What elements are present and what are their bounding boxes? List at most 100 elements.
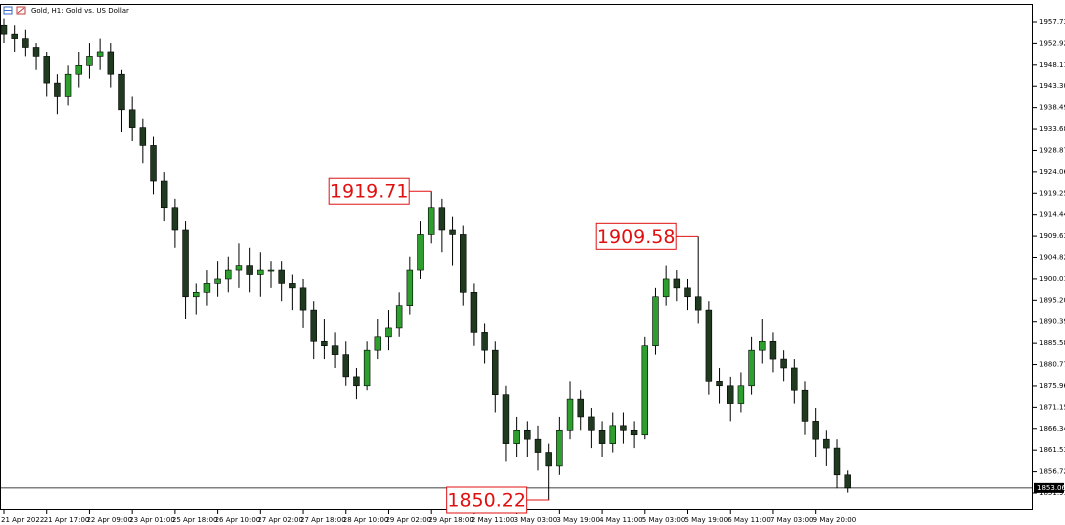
candle-body (459, 234, 467, 293)
candle (128, 96, 136, 141)
candle-body (246, 265, 253, 275)
candle (812, 408, 819, 457)
candle (641, 336, 649, 440)
candle-body (726, 385, 734, 404)
candle (609, 412, 616, 453)
candle (524, 421, 531, 457)
candle-body (86, 56, 93, 66)
candle-body (641, 345, 649, 436)
x-tick-label: 29 Apr 02:00 (385, 516, 431, 524)
candle-body (556, 429, 563, 467)
candle (299, 278, 307, 328)
candle (438, 198, 446, 253)
candle-body (363, 349, 371, 387)
candle (246, 247, 253, 293)
candle-body (182, 229, 189, 298)
y-tick-label: 1914.44 (1039, 211, 1065, 219)
candle-body (64, 73, 72, 97)
candle (737, 372, 745, 413)
candle-body (395, 305, 403, 329)
y-tick-label: 1933.68 (1039, 125, 1065, 133)
candle-body (673, 278, 681, 289)
candle (780, 350, 787, 382)
candle-body (652, 296, 659, 347)
x-tick-label: 22 Apr 09:00 (86, 516, 132, 524)
candle (54, 74, 61, 115)
candle-body (812, 421, 819, 440)
candle-body (833, 447, 841, 476)
x-tick-label: 5 May 19:00 (685, 516, 729, 524)
candle-body (481, 332, 488, 351)
candle-body (278, 269, 285, 284)
candle-body (737, 385, 745, 404)
y-tick-label: 1928.87 (1039, 146, 1065, 154)
candle (118, 69, 125, 133)
y-tick-label: 1851.91 (1039, 489, 1065, 497)
y-tick-label: 1871.15 (1039, 403, 1065, 411)
y-tick-label: 1900.01 (1039, 275, 1065, 283)
candle (652, 287, 659, 355)
candle (791, 359, 798, 404)
last-price-label: 1853.06 (1037, 484, 1065, 492)
annotation-label: 1909.58 (597, 226, 676, 248)
candle-body (289, 283, 296, 289)
candle (86, 43, 93, 79)
candle-body (267, 269, 275, 272)
candle (225, 256, 232, 293)
candle (193, 283, 200, 315)
candle (492, 341, 499, 413)
candle (449, 216, 456, 266)
candle-body (620, 425, 627, 431)
y-tick-label: 1866.34 (1039, 425, 1065, 433)
candle (769, 332, 777, 373)
y-tick-label: 1938.49 (1039, 104, 1065, 112)
candle (182, 221, 189, 320)
candle (588, 408, 595, 449)
candle (684, 278, 691, 311)
candle-body (385, 327, 392, 338)
candle (139, 118, 147, 164)
candle-body (609, 425, 616, 444)
candle (267, 261, 275, 288)
candle (556, 416, 563, 475)
chart-title: Gold, H1: Gold vs. US Dollar (31, 7, 129, 15)
candle-body (310, 309, 317, 342)
candle (566, 381, 574, 440)
last-price-box (1034, 482, 1064, 493)
candle (203, 270, 211, 306)
annotation-box (595, 222, 677, 250)
candle (353, 367, 360, 400)
candle-body (694, 296, 702, 311)
candle-body (171, 207, 179, 231)
x-tick-label: 4 May 11:00 (599, 516, 643, 524)
x-tick-label: 27 Apr 02:00 (257, 516, 303, 524)
y-tick-label: 1895.20 (1039, 296, 1065, 304)
x-tick-label: 21 Apr 2022 (1, 516, 44, 524)
candle-body (438, 207, 446, 231)
candle-body (139, 127, 147, 146)
x-tick-label: 2 May 11:00 (471, 516, 515, 524)
candle-body (193, 292, 200, 298)
candle (171, 198, 179, 248)
candle-body (524, 429, 531, 440)
x-tick-label: 23 Apr 01:00 (129, 516, 175, 524)
candle (22, 29, 29, 57)
candle-body (150, 145, 157, 182)
candle (459, 225, 467, 306)
candle (481, 323, 488, 364)
candle (748, 336, 755, 395)
candle-body (427, 207, 435, 235)
candle-body (449, 229, 456, 235)
x-tick-label: 25 Apr 18:00 (172, 516, 218, 524)
y-tick-label: 1885.58 (1039, 339, 1065, 347)
candle-body (502, 394, 510, 444)
candle (620, 412, 627, 444)
candle-body (406, 269, 414, 306)
candle (759, 319, 766, 364)
candle-body (160, 180, 168, 209)
candle-body (588, 416, 595, 431)
candle (43, 51, 50, 97)
candle (214, 261, 221, 297)
